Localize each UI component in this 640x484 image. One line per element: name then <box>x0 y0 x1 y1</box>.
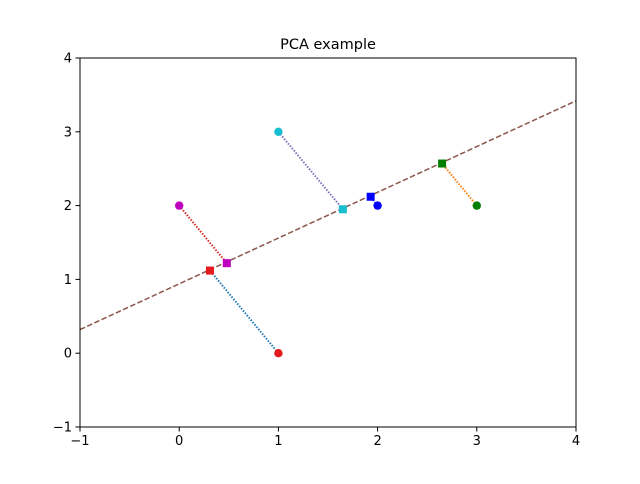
projection-line-5 <box>441 162 478 207</box>
projected-point-4 <box>366 192 375 201</box>
projection-line-2 <box>178 204 228 264</box>
x-tick-label: 0 <box>175 434 183 449</box>
y-tick-label: 4 <box>64 52 72 67</box>
principal-component-line <box>80 100 576 331</box>
projected-point-1 <box>205 266 214 275</box>
data-point-3 <box>274 127 283 136</box>
data-point-1 <box>274 349 283 358</box>
axes-frame <box>79 57 577 428</box>
projected-point-5 <box>438 159 447 168</box>
data-point-5 <box>472 201 481 210</box>
x-tick-label: 4 <box>572 434 580 449</box>
x-tick-label: 3 <box>473 434 481 449</box>
data-point-2 <box>175 201 184 210</box>
plot-content <box>80 100 576 358</box>
axis-ticks: −1 0 1 2 3 4 −1 0 1 2 3 4 <box>53 52 580 450</box>
chart-title: PCA example <box>280 37 376 53</box>
projected-point-2 <box>222 259 231 268</box>
x-tick-label: 1 <box>274 434 282 449</box>
y-tick-label: −1 <box>53 421 72 436</box>
projection-line-3 <box>277 131 344 210</box>
y-tick-label: 0 <box>64 347 72 362</box>
y-tick-label: 2 <box>64 199 72 214</box>
y-tick-label: 3 <box>64 125 72 140</box>
y-tick-label: 1 <box>64 273 72 288</box>
projected-point-3 <box>338 205 347 214</box>
plot-area <box>80 100 576 358</box>
data-point-4 <box>373 201 382 210</box>
x-tick-label: −1 <box>70 434 89 449</box>
x-tick-label: 2 <box>373 434 381 449</box>
